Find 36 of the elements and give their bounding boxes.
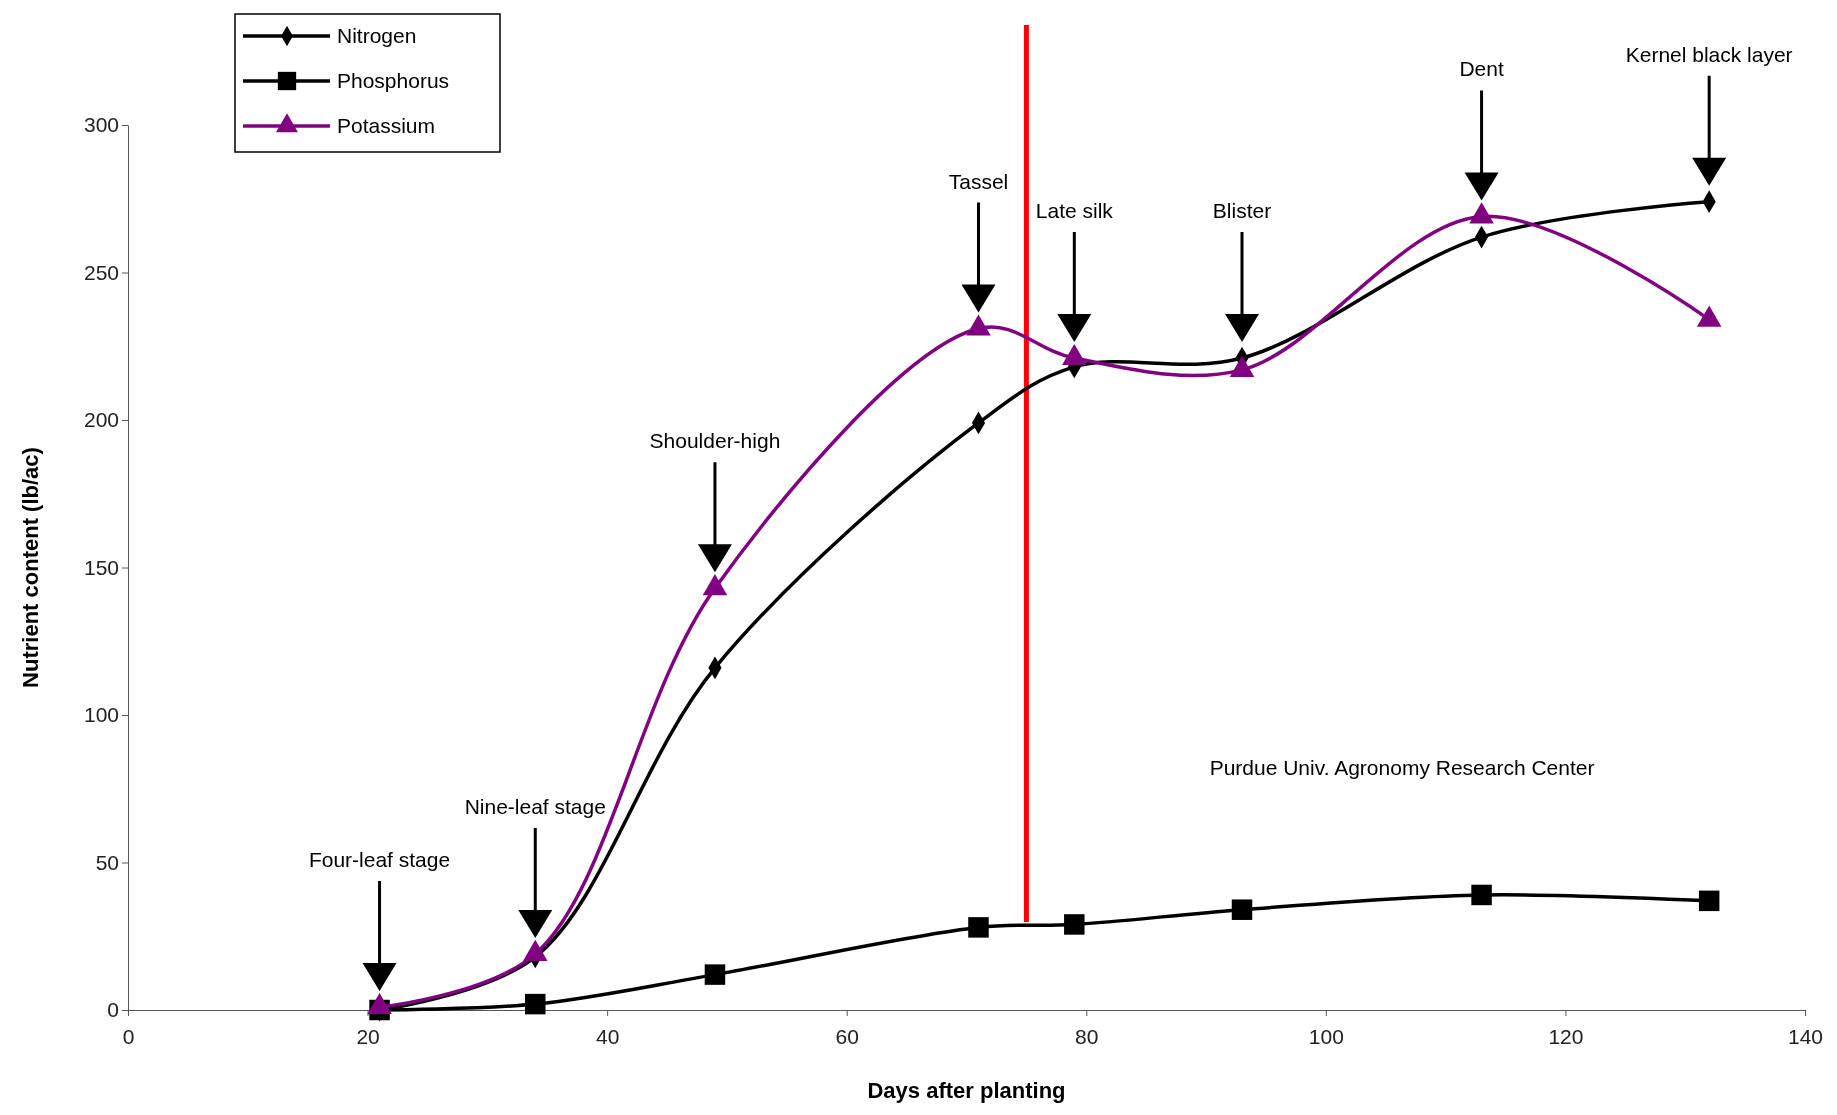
point	[1471, 884, 1492, 906]
y-tick-label: 50	[95, 850, 119, 874]
legend-label: Phosphorus	[337, 69, 450, 92]
point	[525, 993, 546, 1015]
annotation: Blister	[1212, 199, 1272, 223]
annotation: Purdue Univ. Agronomy Research Center	[1209, 756, 1595, 780]
x-tick-label: 60	[835, 1025, 859, 1049]
annotation: Shoulder-high	[649, 429, 781, 453]
annotation: Late silk	[1035, 199, 1114, 223]
annotation: Four-leaf stage	[308, 848, 451, 872]
point	[1698, 890, 1720, 912]
annotation: Nine-leaf stage	[464, 794, 606, 818]
x-tick-label: 80	[1075, 1025, 1099, 1049]
y-tick-label: 100	[83, 703, 119, 727]
y-tick-label: 250	[83, 260, 119, 284]
x-tick-label: 140	[1787, 1025, 1824, 1049]
x-tick-label: 40	[595, 1025, 620, 1049]
x-tick-label: 100	[1308, 1025, 1344, 1049]
x-tick-label: 120	[1548, 1025, 1584, 1049]
legend-label: Potassium	[337, 114, 436, 137]
y-axis-title: Nutrient content (lb/ac)	[18, 447, 43, 688]
y-tick-label: 0	[107, 998, 119, 1022]
annotation: Tassel	[948, 169, 1009, 193]
text: Dent	[1459, 57, 1504, 81]
legend-label: Nitrogen	[337, 24, 417, 47]
x-axis-title: Days after planting	[867, 1078, 1066, 1103]
x-tick-label: 20	[356, 1025, 380, 1049]
y-tick-label: 300	[83, 113, 119, 137]
point	[1064, 914, 1085, 935]
text: Kernel black layer	[1625, 42, 1793, 66]
point	[704, 964, 726, 985]
x-tick-label: 0	[122, 1025, 135, 1049]
point	[1231, 899, 1253, 920]
y-tick-label: 150	[83, 555, 119, 579]
point	[968, 917, 989, 938]
y-tick-label: 200	[83, 408, 119, 432]
